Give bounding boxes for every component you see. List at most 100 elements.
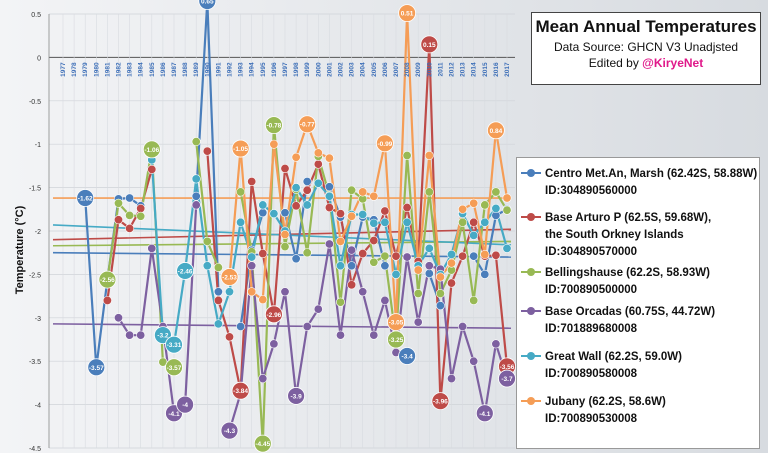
data-point-arturo: [380, 206, 390, 216]
data-point-greatwall: [302, 200, 312, 210]
legend-label-line: ID:700890580008: [545, 368, 638, 380]
data-point-orcadas: [258, 374, 268, 384]
data-label: -2.46: [178, 268, 193, 275]
data-point-jubany: [446, 258, 456, 268]
data-point-jubany: [335, 236, 345, 246]
data-point-greatwall: [380, 217, 390, 227]
data-point-greatwall: [236, 217, 246, 227]
data-point-jubany: [280, 229, 290, 239]
data-point-jubany: [424, 150, 434, 160]
x-tick-label: 2010: [426, 62, 433, 77]
x-tick-label: 2003: [349, 62, 356, 77]
data-point-greatwall: [402, 217, 412, 227]
data-point-orcadas: [302, 321, 312, 331]
data-point-jubany: [435, 272, 445, 282]
x-tick-label: 2004: [360, 62, 367, 77]
x-tick-label: 1983: [127, 62, 134, 77]
data-point-arturo: [324, 203, 334, 213]
legend-label-line: Jubany (62.2S, 58.6W): [545, 396, 666, 408]
data-label: -3.05: [389, 320, 404, 327]
x-tick-label: 2000: [315, 62, 322, 77]
data-point-centro: [258, 208, 268, 218]
data-point-greatwall: [335, 261, 345, 271]
legend-label-line: ID:304890570000: [545, 246, 638, 258]
data-point-arturo: [247, 177, 257, 187]
data-label: -3.2: [157, 333, 169, 340]
data-label: -0.77: [300, 122, 315, 129]
data-label: 0.84: [490, 128, 503, 135]
data-point-jubany: [313, 148, 323, 158]
legend-item-bellings: Bellingshause (62.2S, 58.93W) ID:70089050…: [521, 265, 710, 299]
data-point-greatwall: [247, 252, 257, 262]
legend-label-line: ID:700890530008: [545, 413, 638, 425]
y-tick-label: -4: [35, 403, 41, 410]
data-point-orcadas: [191, 200, 201, 210]
data-point-arturo: [291, 201, 301, 211]
y-tick-label: -4.5: [29, 446, 41, 453]
data-label-bubble: [287, 387, 306, 405]
legend-label: Jubany (62.2S, 58.6W) ID:700890530008: [545, 394, 666, 428]
data-point-bellings: [402, 150, 412, 160]
data-point-greatwall: [291, 183, 301, 193]
data-point-orcadas: [446, 374, 456, 384]
data-point-orcadas: [347, 245, 357, 255]
data-label: -3.57: [167, 365, 182, 372]
data-point-greatwall: [213, 319, 223, 329]
x-tick-label: 2009: [415, 62, 422, 77]
x-tick-label: 2006: [382, 62, 389, 77]
data-point-orcadas: [402, 252, 412, 262]
x-tick-label: 1979: [82, 62, 89, 77]
data-point-arturo: [391, 251, 401, 261]
data-point-arturo: [302, 185, 312, 195]
data-point-bellings: [458, 217, 468, 227]
grid: [49, 13, 515, 449]
x-tick-label: 1988: [182, 62, 189, 77]
data-label: -1.06: [144, 147, 159, 154]
data-point-jubany: [480, 249, 490, 259]
data-label: -0.78: [266, 123, 281, 130]
data-point-greatwall: [269, 209, 279, 219]
data-point-centro: [347, 261, 357, 271]
data-point-greatwall: [258, 200, 268, 210]
legend-label-line: Bellingshause (62.2S, 58.93W): [545, 267, 710, 279]
data-label: -3.25: [389, 337, 404, 344]
data-point-bellings: [469, 295, 479, 305]
data-label-bubble: [398, 347, 417, 365]
data-label: -3.7: [501, 376, 513, 383]
data-label-bubble: [98, 270, 117, 289]
data-point-greatwall: [469, 230, 479, 240]
x-tick-label: 2016: [493, 62, 500, 77]
data-point-jubany: [291, 152, 301, 162]
y-tick-label: 0.5: [31, 12, 41, 19]
axes: 0.5 0 -0.5 -1 -1.5 -2 -2.5 -3 -3.5 -4 -4.5 1977 1978…: [29, 12, 511, 453]
data-label-bubble: [220, 268, 239, 286]
data-label-bubble: [87, 358, 106, 377]
data-label-bubble: [165, 335, 183, 354]
data-label: -3.4: [401, 353, 413, 360]
legend-label: Base Arturo P (62.5S, 59.68W), the South …: [545, 210, 711, 261]
data-point-arturo: [402, 203, 412, 213]
data-point-arturo: [358, 249, 368, 259]
data-point-orcadas: [280, 287, 290, 297]
legend-label-line: Base Orcadas (60.75S, 44.72W): [545, 306, 716, 318]
data-point-jubany: [269, 139, 279, 149]
data-point-jubany: [413, 265, 423, 275]
y-tick-label: -0.5: [29, 99, 41, 106]
data-point-centro: [469, 251, 479, 261]
data-label: -4.3: [224, 428, 236, 435]
data-point-bellings: [380, 251, 390, 261]
data-point-orcadas: [114, 313, 124, 323]
data-label-bubble: [253, 434, 272, 453]
data-point-bellings: [435, 288, 445, 298]
y-tick-label: -1: [35, 142, 41, 149]
data-point-bellings: [480, 200, 490, 210]
data-label-bubble: [76, 189, 95, 207]
data-point-orcadas: [313, 304, 323, 314]
data-label-bubble: [264, 116, 283, 135]
legend-marker: [521, 352, 541, 360]
data-point-centro: [435, 301, 445, 311]
legend-marker: [521, 268, 541, 276]
x-tick-label: 1998: [293, 62, 300, 77]
data-point-jubany: [347, 211, 357, 221]
data-label: -2.96: [266, 312, 281, 319]
